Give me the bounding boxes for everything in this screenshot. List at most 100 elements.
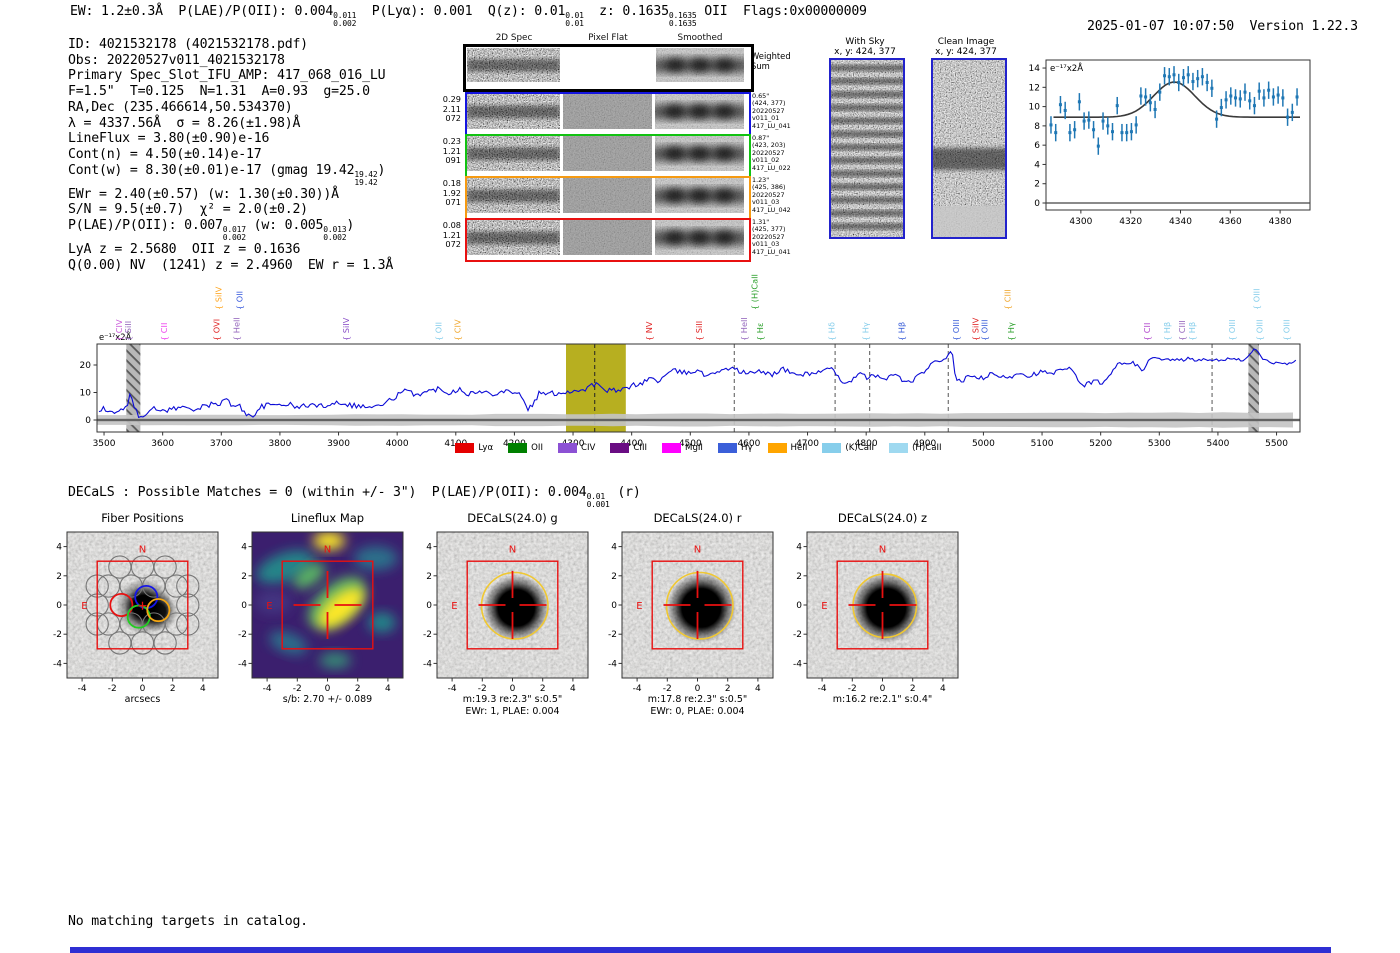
emission-line-label: { OII (234, 291, 244, 310)
legend-item: Lyα (455, 443, 493, 453)
emission-line-label: { HeII (232, 317, 242, 341)
cutout-x-tick-label: 2 (725, 684, 731, 694)
text-segment: Cont(n) = 4.50(±0.14)e-17 (68, 146, 262, 162)
info-line: Q(0.00) NV (1241) z = 2.4960 EW r = 1.3Å (68, 258, 393, 274)
spec2d-strip-smooth (655, 178, 744, 213)
fiber-row (465, 176, 751, 220)
fiber-circle (153, 631, 177, 655)
spec2d-strip-smooth (655, 220, 744, 255)
compass-east-label: E (636, 601, 642, 612)
legend-label: Hγ (740, 443, 753, 453)
info-line: λ = 4337.56Å σ = 8.26(±1.98)Å (68, 116, 393, 132)
legend-label: CIII (633, 443, 648, 453)
spectrum-x-tick-label: 4600 (737, 439, 760, 449)
cutout-x-tick-label: -4 (448, 684, 457, 694)
extraction-box (836, 560, 929, 650)
fit-point (1106, 124, 1110, 128)
spectrum-x-tick-label: 3600 (151, 439, 174, 449)
text-segment: Q(0.00) NV (1241) z = 2.4960 EW r = 1.3Å (68, 257, 394, 273)
cutout-y-tick-label: 0 (796, 601, 802, 611)
legend-swatch (455, 443, 475, 453)
compass-north-label: N (139, 544, 146, 555)
compass-north-label: N (879, 544, 886, 555)
fit-point (1271, 95, 1275, 99)
spec2d-strip-flat (563, 136, 652, 171)
emission-line-label: { Hβ (896, 322, 906, 341)
emission-line-label: { SiII (694, 321, 704, 341)
emission-line-label: { CIII (1177, 320, 1187, 341)
spec2d-strip-noisy (467, 220, 560, 255)
cutout-x-tick-label: -4 (818, 684, 827, 694)
sup-sub-value: 0.011 0.002 (333, 11, 357, 28)
spectrum-x-tick-label: 3900 (327, 439, 350, 449)
info-line: Obs: 20220527v011_4021532178 (68, 53, 393, 69)
weighted-sum-label-line1: Weighted (751, 51, 791, 61)
fiber-weight-label: 1.92 (442, 187, 461, 198)
spectrum-line-legend: Lyα OII CIV CIII MgII Hγ HeII (K)CaII (H)CaII (97, 443, 1300, 453)
fit-point (1238, 97, 1242, 101)
legend-label: (K)CaII (845, 443, 875, 453)
legend-label: HeII (790, 443, 808, 453)
text-segment: (w: 0.005 (245, 218, 324, 234)
sup-sub-value: 19.42 19.42 (354, 169, 378, 187)
info-line: RA,Dec (235.466614,50.534370) (68, 100, 393, 116)
fit-point (1295, 95, 1299, 99)
cleanimage-title: Clean Image x, y: 424, 377 (935, 37, 997, 57)
legend-label: (H)CaII (912, 443, 942, 453)
cutout-y-tick-label: -4 (423, 659, 432, 669)
fiber-row-left-labels: 0.18 1.92 071 (438, 178, 461, 208)
fit-point (1229, 94, 1233, 98)
fit-point (1115, 104, 1119, 108)
legend-swatch (558, 443, 577, 453)
text-segment: OII Flags:0x00000009 (696, 4, 867, 19)
fiber-id-label: v011_01 (752, 114, 780, 123)
compass-east-label: E (81, 601, 87, 612)
fit-point (1077, 100, 1081, 104)
fiber-weight-label: 0.23 (442, 136, 461, 146)
fiber-row-left-labels: 0.08 1.21 072 (438, 220, 461, 250)
fit-x-tick-label: 4360 (1219, 217, 1242, 227)
fit-x-tick-label: 4300 (1069, 217, 1092, 227)
spec2d-strip-noisy (467, 136, 560, 171)
cleanimage-image (931, 58, 1007, 239)
cutout-fiber: Fiber Positions N E -4 -4 -2 -2 0 0 2 2 4 4 arcsecs (53, 511, 219, 705)
info-line: LineFlux = 3.80(±0.90)e-16 (68, 131, 393, 147)
legend-swatch (822, 443, 842, 453)
compass-north-label: N (509, 544, 516, 555)
spectrum-x-tick-label: 4900 (913, 439, 936, 449)
spectrum-x-tick-label: 5500 (1265, 439, 1288, 449)
cutout-x-tick-label: 0 (325, 684, 331, 694)
cleanimage-image-svg (933, 60, 1005, 237)
cutout-y-tick-label: 0 (611, 601, 617, 611)
text-segment: λ = 4337.56Å σ = 8.26(±1.98)Å (68, 115, 301, 131)
fit-x-tick-label: 4320 (1119, 217, 1142, 227)
fiber-weight-label: 0.18 (442, 178, 461, 188)
cutout-caption-1: m:17.8 re:2.3" s:0.5" (648, 694, 748, 705)
cutout-caption-1: m:19.3 re:2.3" s:0.5" (463, 694, 563, 705)
cutout-x-tick-label: -4 (263, 684, 272, 694)
cutout-x-tick-label: 4 (385, 684, 391, 694)
fit-point (1110, 130, 1114, 134)
fit-point (1148, 101, 1152, 105)
cutout-x-tick-label: 0 (510, 684, 516, 694)
legend-item: (K)CaII (822, 443, 874, 453)
detection-info-block: ID: 4021532178 (4021532178.pdf) Obs: 2022… (68, 37, 393, 273)
spectrum-x-tick-label: 5100 (1031, 439, 1054, 449)
legend-item: MgII (662, 443, 703, 453)
spectrum-x-tick-label: 4500 (679, 439, 702, 449)
fit-point (1063, 108, 1067, 112)
emission-line-label: { SiIV (341, 317, 351, 341)
fit-point (1087, 118, 1091, 122)
text-segment: EWr = 2.40(±0.57) (w: 1.30(±0.30))Å (68, 186, 339, 202)
spec2d-strip-noisy (467, 178, 560, 213)
fiber-id-label: 1.23" (752, 176, 770, 184)
emission-line-label: { Hγ (1006, 322, 1016, 341)
fit-point (1092, 128, 1096, 132)
fit-x-tick-label: 4340 (1169, 217, 1192, 227)
fiber-id-label: 417_LU_041 (752, 247, 791, 256)
fit-point (1200, 75, 1204, 79)
cutout-y-tick-label: 4 (426, 543, 432, 553)
fit-y-tick-label: 6 (1034, 141, 1040, 151)
fit-point (1243, 90, 1247, 94)
